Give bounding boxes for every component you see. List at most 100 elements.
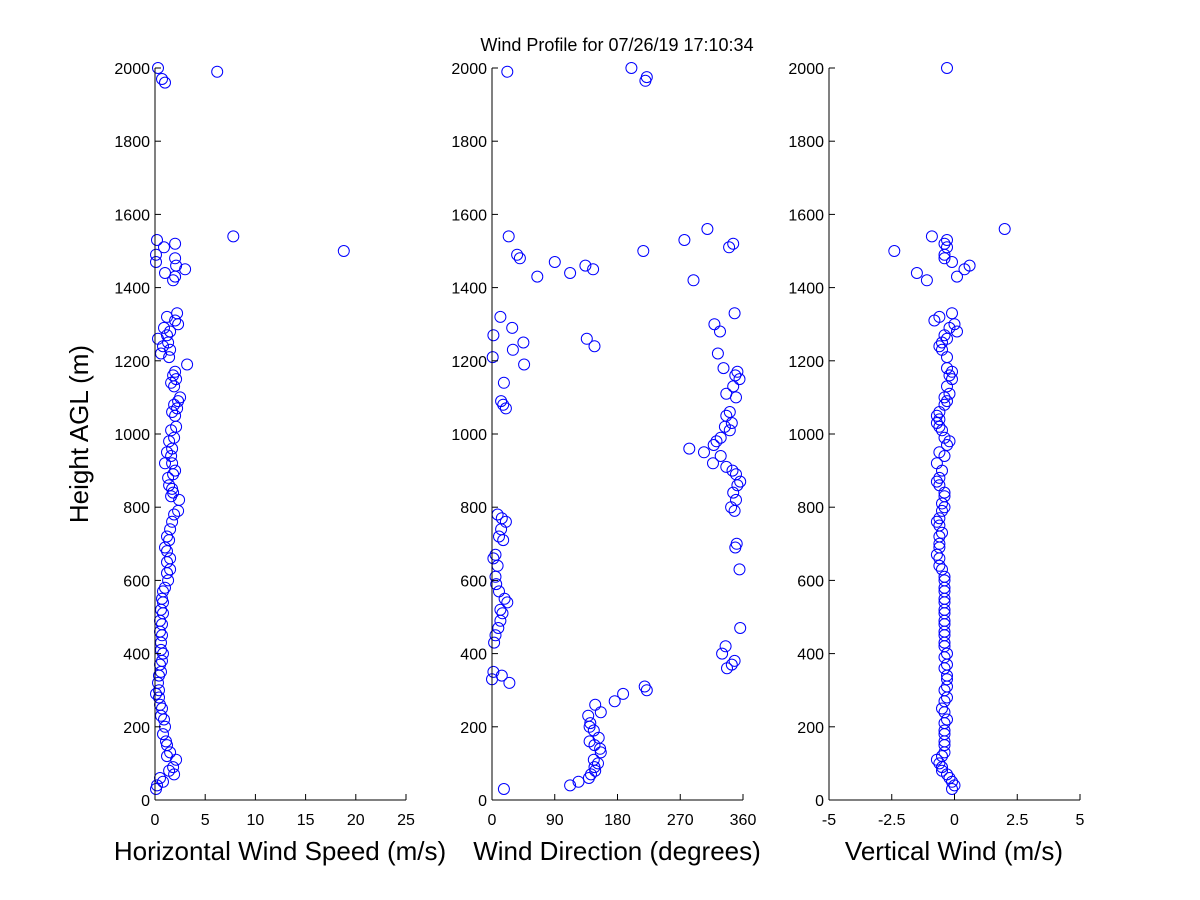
- direction-data-point: [592, 757, 604, 770]
- direction-data-point: [711, 347, 724, 360]
- direction-data-point: [734, 475, 747, 488]
- direction-data-point: [506, 343, 519, 356]
- direction-data-point: [501, 596, 514, 609]
- speed-data-point: [159, 457, 171, 470]
- direction-data-point: [498, 592, 511, 605]
- direction-y-tick-label: 1600: [451, 207, 487, 224]
- direction-data-point: [687, 274, 700, 287]
- vertical-y-tick-label: 1200: [788, 354, 824, 371]
- vertical-data-point: [930, 515, 943, 528]
- speed-data-point: [165, 490, 178, 503]
- speed-x-tick-label: 20: [347, 812, 365, 829]
- vertical-y-tick-label: 600: [797, 573, 824, 590]
- speed-data-point: [211, 65, 224, 78]
- speed-data-point: [172, 504, 185, 517]
- direction-data-point: [726, 464, 739, 477]
- speed-data-point: [156, 73, 168, 85]
- vertical-data-point: [938, 651, 951, 664]
- direction-data-point: [710, 435, 723, 448]
- direction-data-point: [588, 761, 601, 774]
- vertical-data-point: [938, 329, 951, 342]
- vertical-data-point: [938, 252, 951, 265]
- speed-data-point: [169, 409, 182, 422]
- vertical-data-point: [938, 398, 951, 411]
- speed-panel: 0 5 10 15 20 25 0 200 400 600 800 1000 1200 1400 1600…: [64, 61, 446, 866]
- speed-y-tick-label: 800: [123, 500, 150, 517]
- chart-title: Wind Profile for 07/26/19 17:10:34: [480, 35, 753, 55]
- vertical-data-point: [938, 746, 951, 759]
- speed-data-point: [161, 739, 173, 752]
- speed-data-point: [165, 450, 178, 462]
- speed-data-point: [164, 552, 177, 565]
- direction-data-point: [734, 622, 747, 634]
- vertical-data-point: [936, 702, 948, 715]
- vertical-panel: -5 -2.5 0 2.5 5 0 200 400 600 800 1000 1200 1400 160…: [788, 61, 1084, 866]
- vertical-data-point: [938, 684, 951, 697]
- direction-x-tick-label: 90: [546, 812, 564, 829]
- vertical-data-point: [938, 706, 951, 719]
- direction-data-point: [714, 450, 727, 462]
- vertical-data-point: [930, 409, 943, 422]
- speed-data-point: [227, 230, 240, 243]
- speed-data-point: [151, 234, 163, 246]
- vertical-data-point: [930, 417, 943, 429]
- speed-data-point: [169, 237, 182, 250]
- vertical-data-point: [933, 406, 946, 418]
- direction-data-point: [698, 446, 710, 459]
- vertical-y-tick-label: 1000: [788, 427, 824, 444]
- direction-data-point: [490, 578, 503, 591]
- speed-data-point: [157, 340, 169, 353]
- speed-data-point: [168, 380, 181, 393]
- vertical-data-point: [933, 757, 946, 770]
- speed-data-point: [159, 720, 171, 733]
- direction-panel: 0 90 180 270 360 0 200 400 600 800 1000 1200 1400 16…: [451, 61, 760, 866]
- direction-data-point: [594, 706, 607, 719]
- direction-data-point: [486, 351, 499, 364]
- vertical-x-tick-label: -2.5: [878, 812, 906, 829]
- direction-data-point: [518, 358, 531, 371]
- direction-data-point: [517, 336, 530, 349]
- vertical-data-point: [941, 439, 953, 451]
- direction-data-point: [513, 252, 526, 265]
- direction-x-tick-label: 0: [488, 812, 497, 829]
- speed-data-point: [166, 515, 179, 528]
- vertical-data-point: [951, 270, 963, 283]
- speed-data-point: [169, 314, 182, 327]
- direction-data-point: [503, 676, 516, 689]
- direction-data-point: [701, 223, 714, 235]
- speed-data-point: [164, 523, 177, 536]
- speed-data-point: [156, 629, 168, 642]
- speed-data-point: [161, 310, 173, 323]
- direction-data-point: [707, 457, 719, 470]
- vertical-data-point: [998, 223, 1011, 235]
- vertical-data-point: [941, 380, 953, 393]
- vertical-data-point: [936, 563, 948, 576]
- speed-data-point: [153, 669, 165, 682]
- direction-y-tick-label: 0: [478, 793, 487, 810]
- direction-data-point: [579, 259, 592, 272]
- speed-data-point: [167, 274, 180, 287]
- vertical-x-tick-label: 2.5: [1006, 812, 1028, 829]
- direction-x-label: Wind Direction (degrees): [473, 836, 761, 866]
- direction-data-point: [608, 695, 621, 708]
- vertical-data-point: [958, 263, 971, 276]
- direction-data-point: [733, 563, 746, 576]
- direction-y-tick-label: 1400: [451, 281, 487, 298]
- speed-data-point: [155, 709, 167, 722]
- speed-data-point: [158, 241, 170, 254]
- vertical-data-point: [888, 245, 901, 257]
- speed-x-label: Horizontal Wind Speed (m/s): [114, 836, 446, 866]
- direction-data-point: [487, 329, 500, 342]
- vertical-data-point: [936, 343, 948, 356]
- direction-data-point: [582, 709, 595, 722]
- direction-data-point: [714, 431, 727, 444]
- vertical-data-point: [941, 351, 953, 364]
- speed-data-point: [181, 358, 194, 371]
- speed-data-point: [166, 406, 179, 418]
- vertical-data-point: [930, 475, 943, 488]
- speed-data-point: [157, 728, 169, 741]
- direction-data-point: [588, 340, 601, 353]
- speed-y-tick-label: 1800: [114, 134, 150, 151]
- vertical-data-point: [943, 772, 956, 784]
- speed-data-point: [171, 307, 184, 320]
